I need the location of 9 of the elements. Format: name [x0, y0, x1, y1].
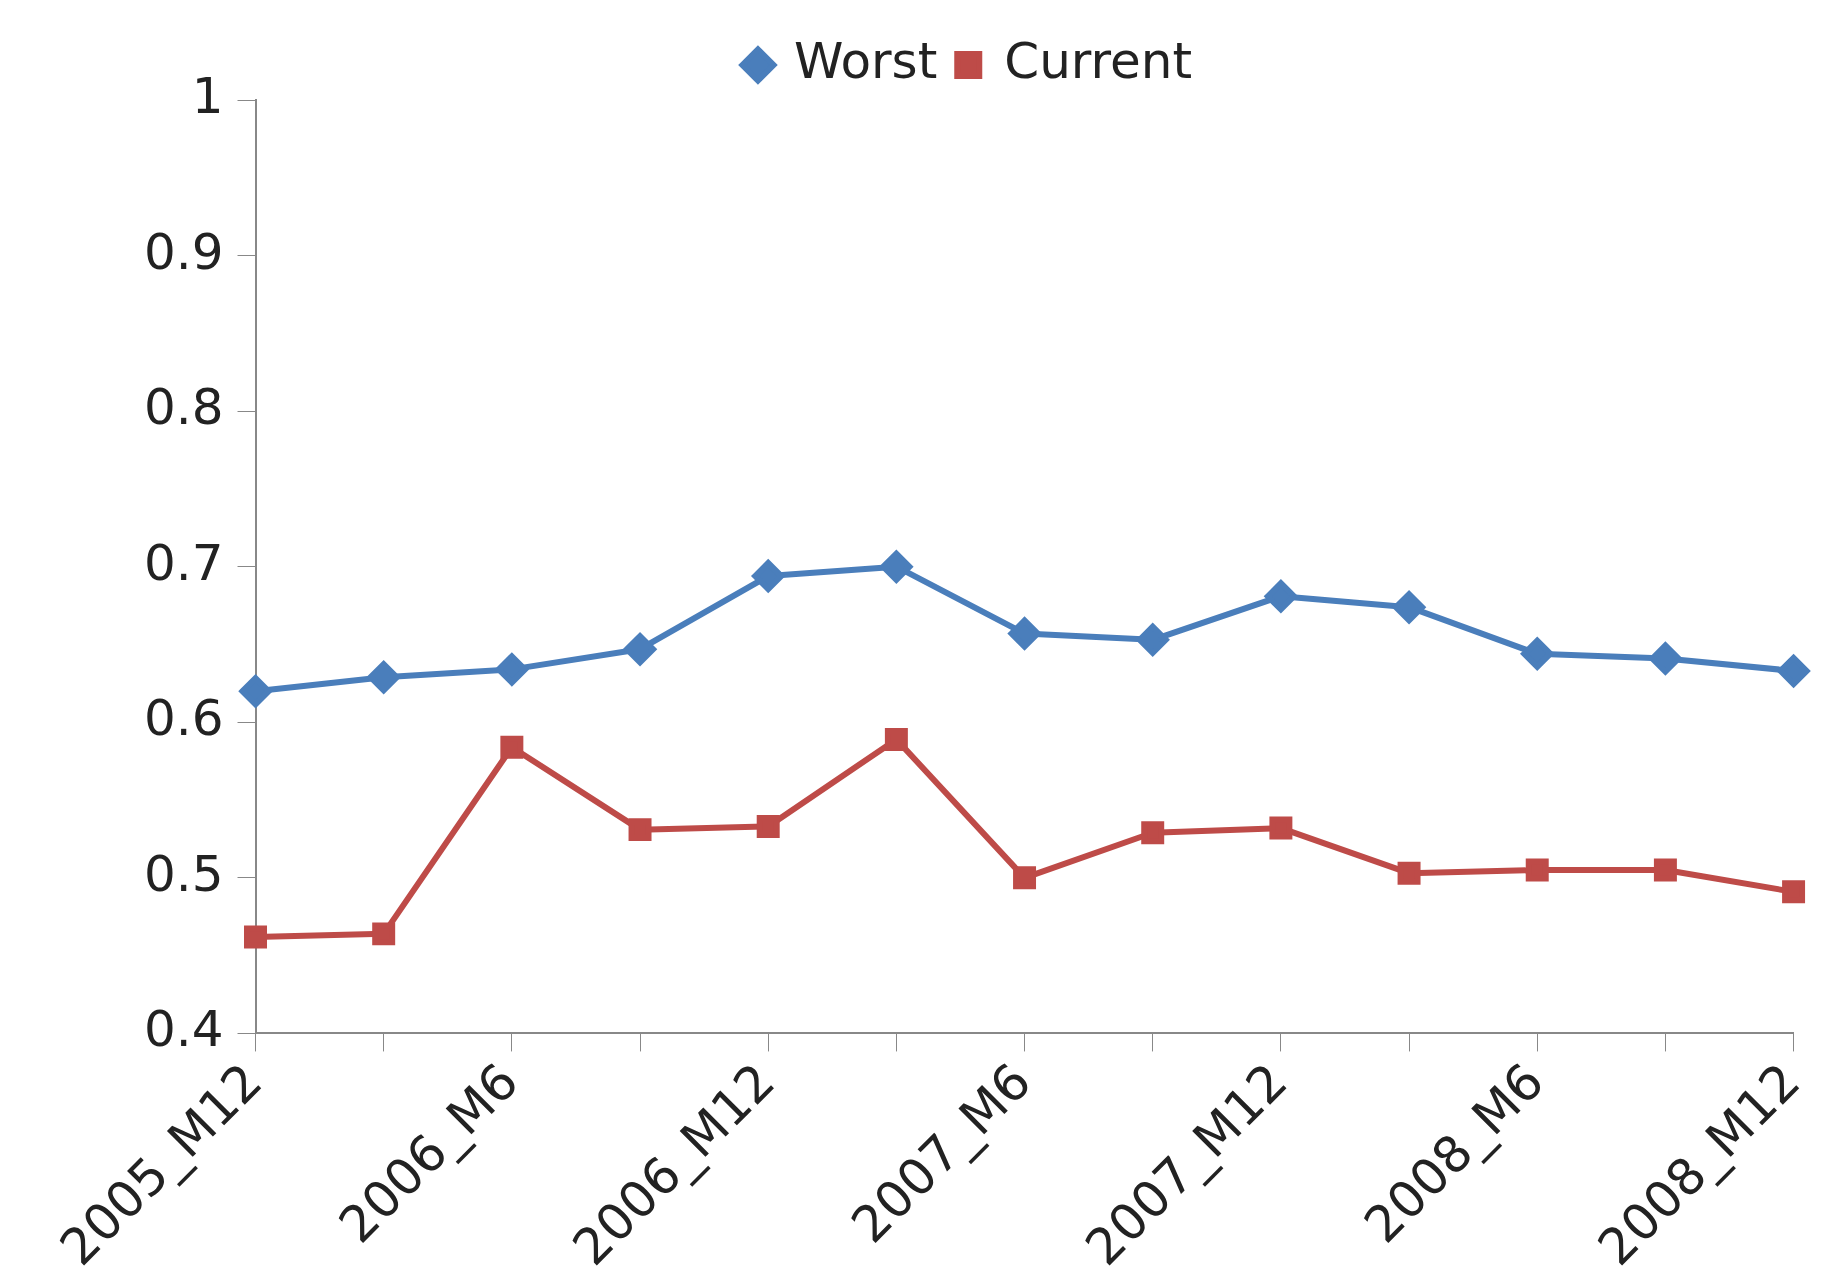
y-tick-label: 1: [191, 66, 224, 125]
y-tick-label: 0.5: [143, 844, 224, 903]
legend-label: Worst: [793, 31, 938, 90]
y-tick-label: 0.7: [143, 533, 224, 592]
y-tick-label: 0.4: [143, 1000, 224, 1059]
y-tick-label: 0.8: [143, 378, 224, 437]
legend-label: Current: [1004, 31, 1193, 90]
y-tick-label: 0.9: [143, 222, 224, 281]
y-tick-label: 0.6: [143, 689, 224, 748]
